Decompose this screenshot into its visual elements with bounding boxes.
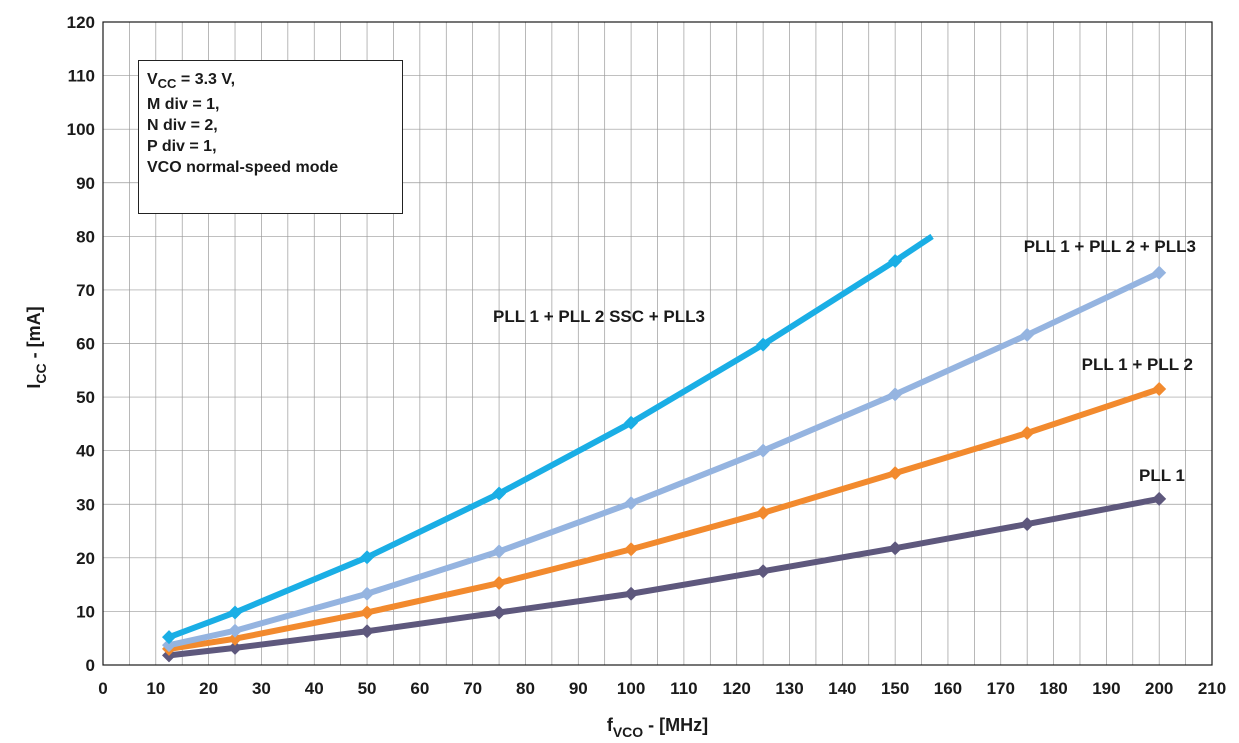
- data-point-marker: [228, 640, 243, 655]
- conditions-box: VCC = 3.3 V, M div = 1, N div = 2, P div…: [138, 60, 403, 214]
- y-axis-title-rest: - [mA]: [24, 306, 44, 363]
- y-tick-label: 30: [76, 495, 95, 514]
- x-tick-label: 20: [199, 679, 218, 698]
- y-tick-label: 90: [76, 174, 95, 193]
- x-axis-title-rest: - [MHz]: [643, 715, 708, 735]
- y-tick-label: 0: [86, 656, 95, 675]
- x-tick-label: 110: [670, 679, 697, 698]
- x-tick-label: 190: [1092, 679, 1120, 698]
- data-point-marker: [1152, 382, 1167, 397]
- y-tick-label: 10: [76, 602, 95, 621]
- data-point-marker: [492, 486, 507, 501]
- data-point-marker: [228, 623, 243, 638]
- data-point-marker: [624, 586, 639, 601]
- x-tick-label: 210: [1198, 679, 1226, 698]
- data-point-marker: [228, 631, 243, 646]
- x-tick-label: 40: [305, 679, 324, 698]
- x-axis-title-sub: VCO: [613, 724, 643, 740]
- data-point-marker: [756, 505, 771, 520]
- data-point-marker: [492, 544, 507, 559]
- series-label: PLL 1 + PLL 2 + PLL3: [1024, 237, 1196, 256]
- series-4: [162, 233, 934, 645]
- series-1: [162, 491, 1167, 663]
- x-tick-label: 200: [1145, 679, 1173, 698]
- x-tick-label: 120: [723, 679, 751, 698]
- conditions-vcc-rest: = 3.3 V,: [176, 71, 236, 88]
- data-point-marker: [360, 586, 375, 601]
- x-tick-label: 180: [1039, 679, 1067, 698]
- data-point-marker: [756, 564, 771, 579]
- x-axis-title-main: f: [607, 715, 614, 735]
- series-label: PLL 1: [1139, 466, 1185, 485]
- y-tick-label: 40: [76, 442, 95, 461]
- data-point-marker: [1020, 425, 1035, 440]
- data-point-marker: [756, 443, 771, 458]
- data-point-marker: [492, 576, 507, 591]
- y-tick-label: 80: [76, 227, 95, 246]
- series-label: PLL 1 + PLL 2 SSC + PLL3: [493, 307, 705, 326]
- data-point-marker: [492, 605, 507, 620]
- x-tick-label: 10: [146, 679, 165, 698]
- data-point-marker: [888, 253, 903, 268]
- x-tick-label: 0: [98, 679, 107, 698]
- y-tick-label: 50: [76, 388, 95, 407]
- x-tick-label: 60: [410, 679, 429, 698]
- conditions-n-div: N div = 2,: [147, 117, 218, 135]
- y-tick-label: 60: [76, 335, 95, 354]
- conditions-vco-mode: VCO normal-speed mode: [147, 159, 339, 177]
- conditions-m-div: M div = 1,: [147, 96, 220, 114]
- x-tick-label: 150: [881, 679, 909, 698]
- data-point-marker: [756, 337, 771, 352]
- x-tick-label: 160: [934, 679, 962, 698]
- conditions-vcc: VCC = 3.3 V,: [147, 69, 402, 94]
- data-point-marker: [1020, 327, 1035, 342]
- x-tick-label: 130: [775, 679, 803, 698]
- y-tick-label: 20: [76, 549, 95, 568]
- data-point-marker: [624, 542, 639, 557]
- y-axis-title-main: I: [24, 384, 44, 389]
- x-tick-label: 90: [569, 679, 588, 698]
- data-point-marker: [1020, 517, 1035, 532]
- series-labels: PLL 1 PLL 1 + PLL 2 PLL 1 + PLL 2 + PLL3 PL…: [493, 237, 1196, 485]
- y-tick-label: 100: [67, 120, 95, 139]
- data-point-marker: [1152, 491, 1167, 506]
- data-point-marker: [624, 496, 639, 511]
- data-point-marker: [888, 466, 903, 481]
- data-point-marker: [624, 415, 639, 430]
- series-label: PLL 1 + PLL 2: [1082, 355, 1193, 374]
- y-axis-title-sub: CC: [33, 363, 49, 383]
- y-axis-ticks: 0 10 20 30 40 50 60 70 80 90 100 110 120: [67, 13, 95, 675]
- y-tick-label: 110: [68, 67, 95, 86]
- data-point-marker: [360, 624, 375, 639]
- data-point-marker: [162, 630, 177, 645]
- data-point-marker: [360, 605, 375, 620]
- series-3: [162, 265, 1167, 653]
- x-axis-title: fVCO - [MHz]: [607, 715, 708, 740]
- x-tick-label: 80: [516, 679, 535, 698]
- x-tick-label: 70: [463, 679, 482, 698]
- data-point-marker: [888, 387, 903, 402]
- plot-frame: [102, 21, 1213, 666]
- conditions-vcc-main: V: [147, 71, 158, 88]
- data-point-marker: [360, 550, 375, 565]
- series-2: [162, 382, 1167, 656]
- y-axis-title: ICC - [mA]: [24, 306, 49, 388]
- x-tick-label: 140: [828, 679, 856, 698]
- data-point-marker: [888, 541, 903, 556]
- series-line: [167, 233, 934, 640]
- data-point-marker: [162, 638, 177, 653]
- x-axis-ticks: 0 10 20 30 40 50 60 70 80 90 100 110 120 130 140 150 160…: [98, 679, 1226, 698]
- conditions-p-div: P div = 1,: [147, 138, 217, 156]
- y-tick-label: 70: [76, 281, 95, 300]
- x-tick-label: 50: [358, 679, 377, 698]
- x-tick-label: 30: [252, 679, 271, 698]
- x-tick-label: 100: [617, 679, 645, 698]
- data-point-marker: [1152, 265, 1167, 280]
- y-tick-label: 120: [67, 13, 95, 32]
- data-point-marker: [228, 605, 243, 620]
- series-lines: [162, 233, 1167, 663]
- conditions-vcc-sub: CC: [157, 76, 177, 92]
- x-tick-label: 170: [987, 679, 1015, 698]
